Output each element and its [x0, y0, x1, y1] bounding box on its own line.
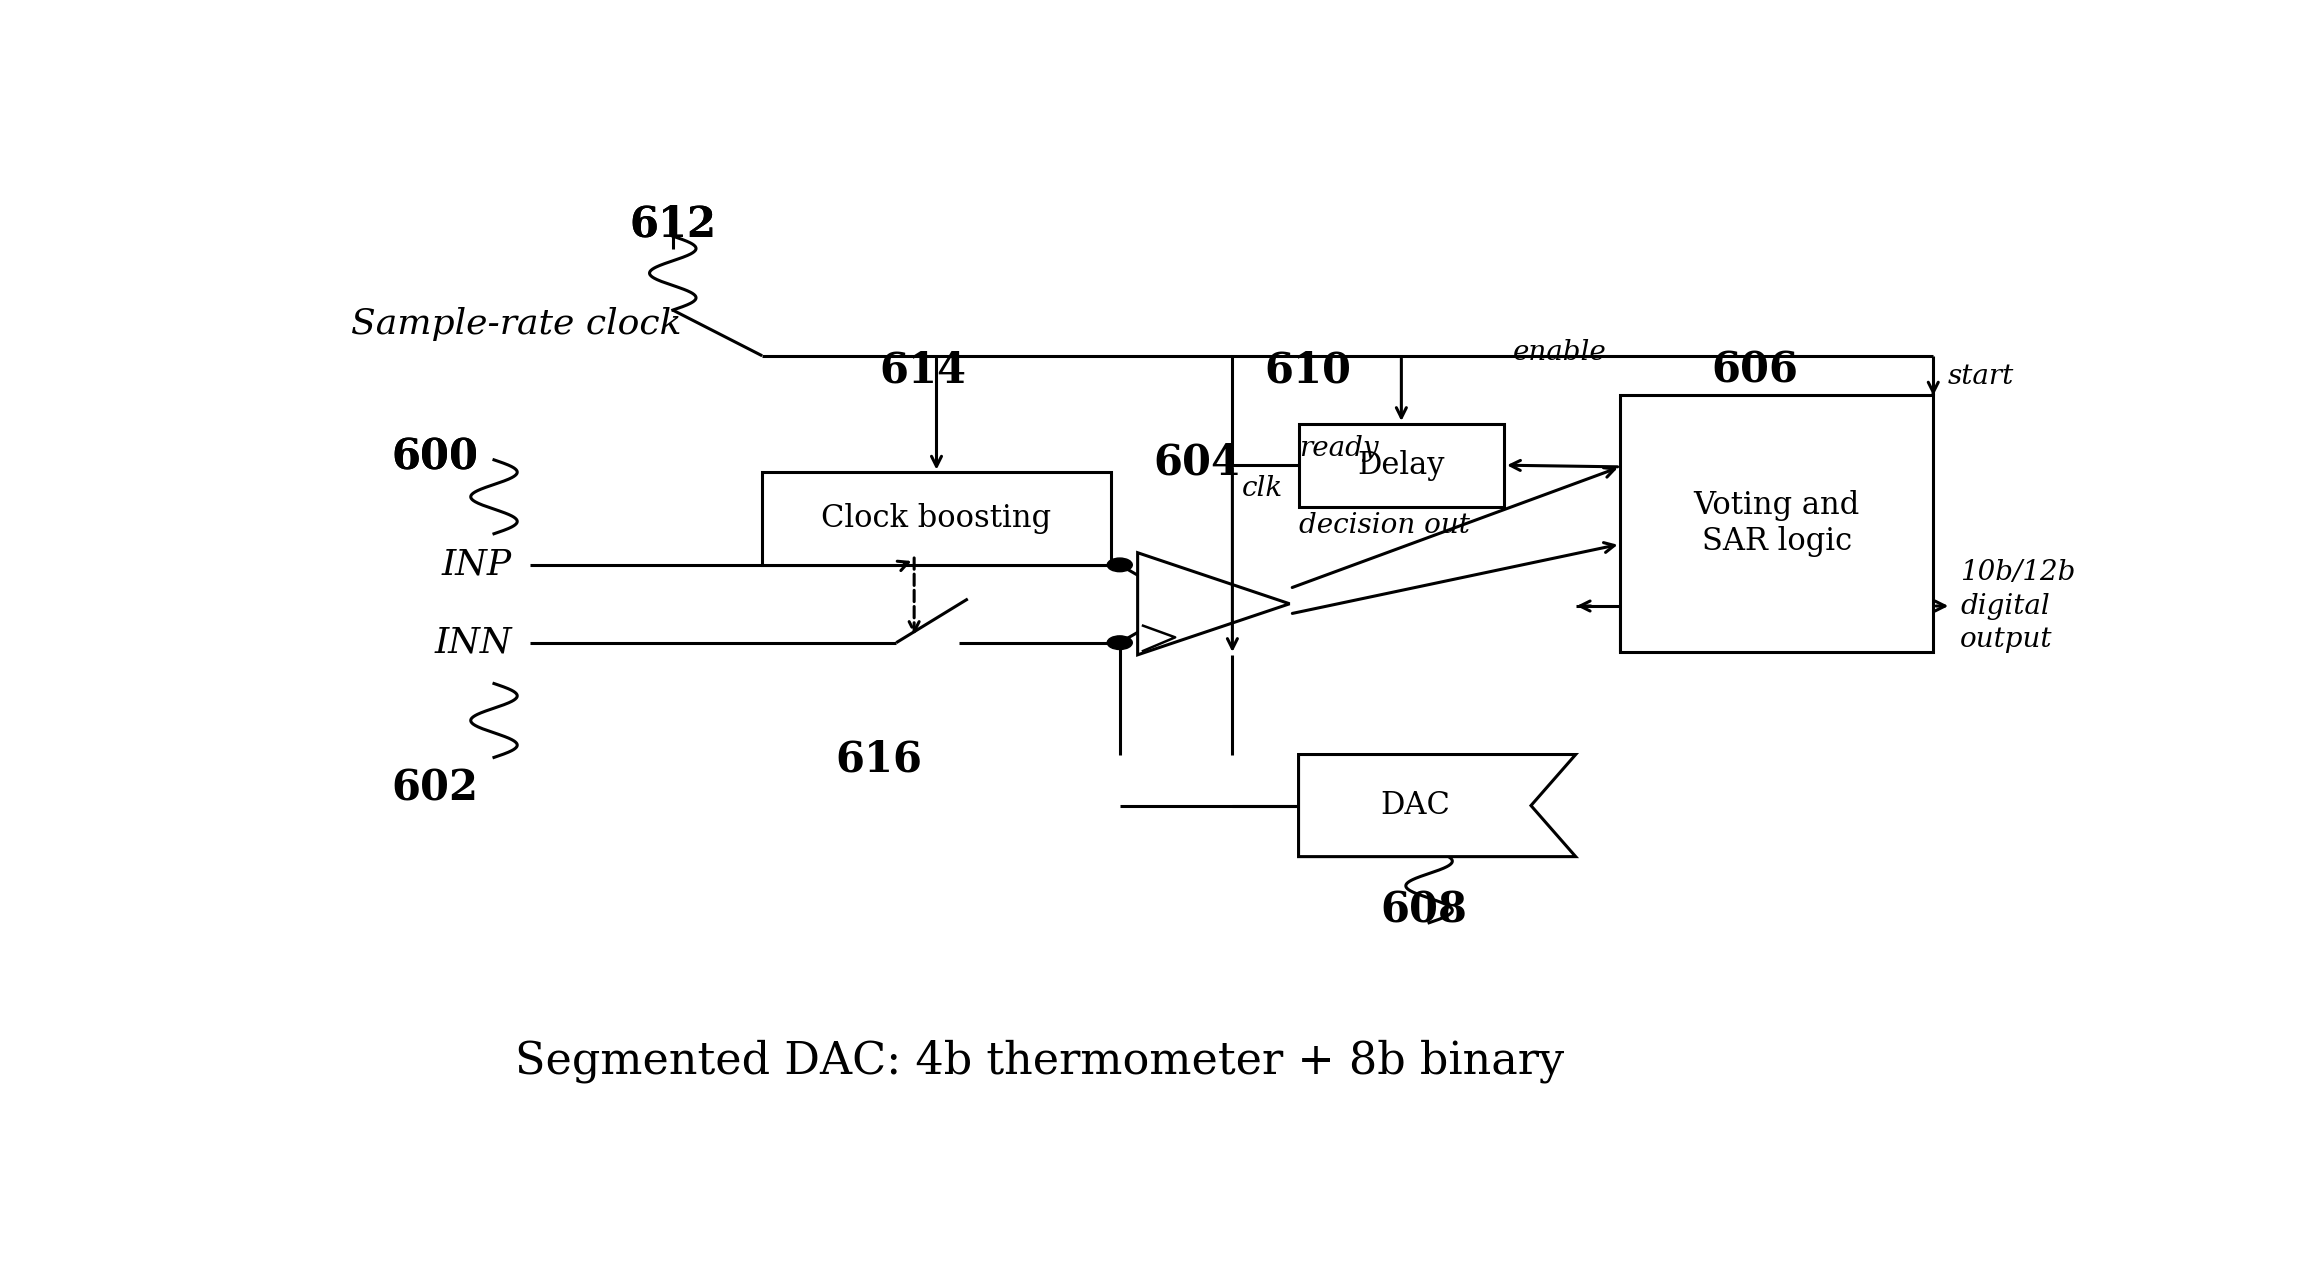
Text: Voting and
SAR logic: Voting and SAR logic — [1693, 490, 1859, 557]
Text: 602: 602 — [392, 768, 478, 810]
Polygon shape — [1299, 754, 1576, 856]
Text: clk: clk — [1241, 475, 1283, 501]
Text: enable: enable — [1513, 338, 1608, 365]
Bar — [1299, 424, 1504, 506]
Bar — [1620, 394, 1933, 653]
Text: 614: 614 — [879, 350, 967, 392]
Text: 612: 612 — [630, 203, 715, 245]
Text: 604: 604 — [1154, 442, 1241, 484]
Text: 616: 616 — [835, 739, 923, 781]
Text: 610: 610 — [1264, 350, 1352, 392]
Text: 600: 600 — [392, 437, 478, 479]
Text: 608: 608 — [1380, 889, 1467, 931]
Text: 612: 612 — [630, 203, 715, 245]
Text: Segmented DAC: 4b thermometer + 8b binary: Segmented DAC: 4b thermometer + 8b binar… — [514, 1039, 1564, 1082]
Bar — [761, 472, 1112, 565]
Text: decision out: decision out — [1299, 513, 1470, 539]
Circle shape — [1107, 635, 1133, 649]
Text: 606: 606 — [1712, 350, 1797, 392]
Text: INN: INN — [434, 625, 512, 659]
Text: 10b/12b
digital
output: 10b/12b digital output — [1961, 560, 2076, 653]
Text: DAC: DAC — [1380, 791, 1449, 821]
Text: 600: 600 — [392, 437, 478, 479]
Text: start: start — [1947, 362, 2014, 390]
Circle shape — [1107, 558, 1133, 572]
Text: INP: INP — [441, 548, 512, 582]
Polygon shape — [1137, 553, 1290, 654]
Text: Delay: Delay — [1357, 450, 1444, 481]
Text: Clock boosting: Clock boosting — [821, 503, 1052, 534]
Text: Sample-rate clock: Sample-rate clock — [351, 307, 681, 341]
Text: ready: ready — [1299, 434, 1377, 462]
